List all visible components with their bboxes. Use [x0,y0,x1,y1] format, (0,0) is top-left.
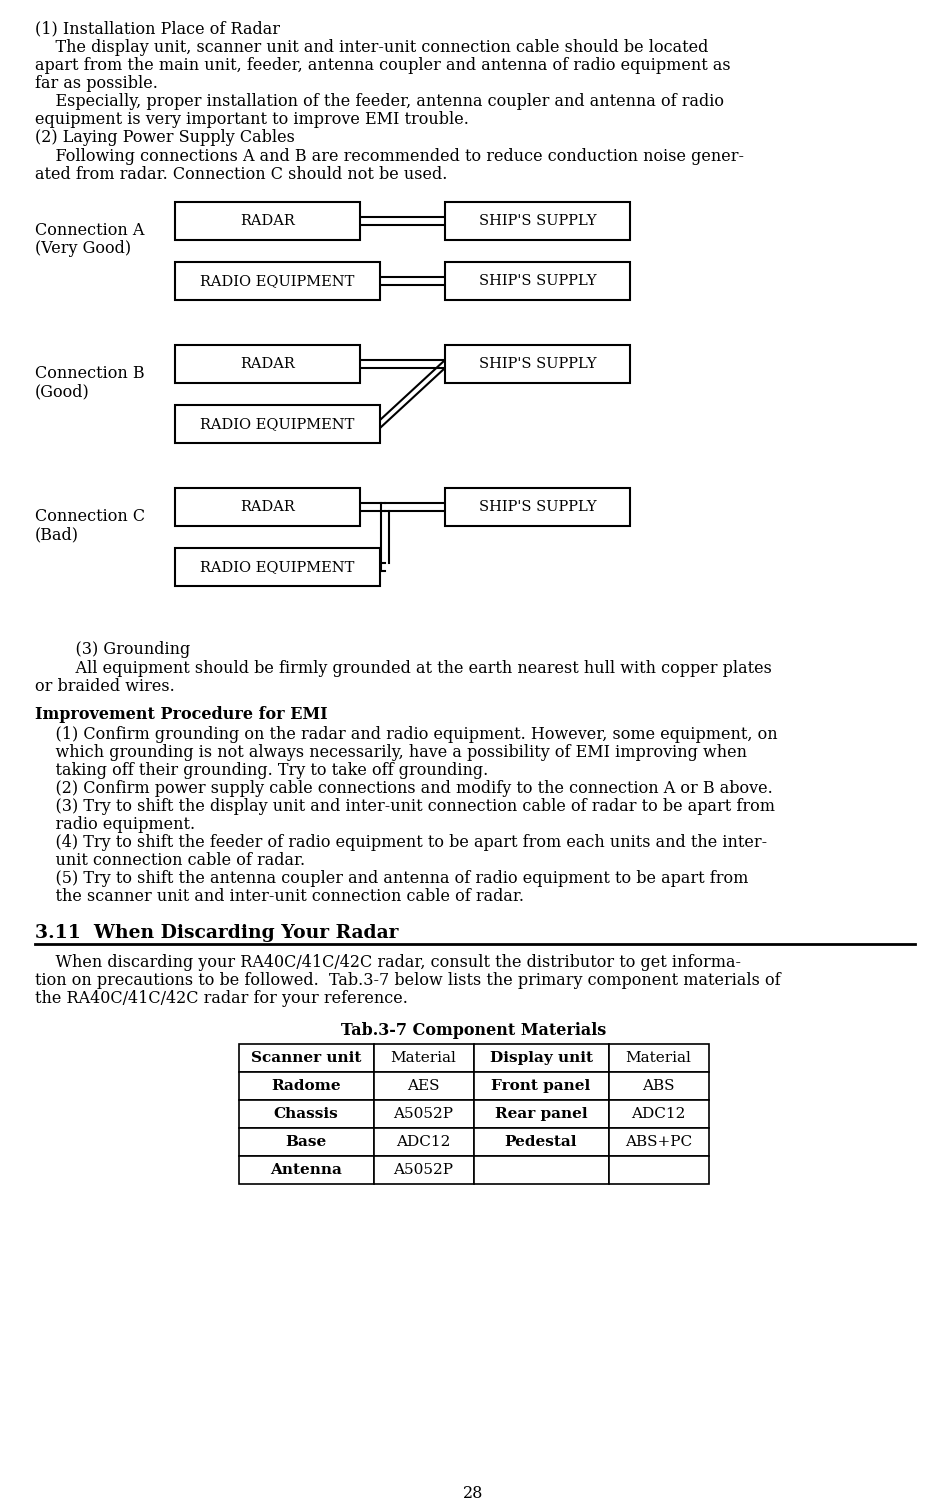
Text: (5) Try to shift the antenna coupler and antenna of radio equipment to be apart : (5) Try to shift the antenna coupler and… [35,870,748,888]
Bar [474,1128,609,1157]
Bar [175,345,360,383]
Bar [239,1128,373,1157]
Text: RADIO EQUIPMENT: RADIO EQUIPMENT [201,560,355,574]
Bar [239,1157,373,1184]
Text: Display unit: Display unit [490,1051,593,1065]
Bar [445,261,630,300]
Text: Material: Material [626,1051,691,1065]
Text: 28: 28 [463,1485,484,1502]
Text: Connection A: Connection A [35,222,144,239]
Text: SHIP'S SUPPLY: SHIP'S SUPPLY [478,357,597,371]
Text: Antenna: Antenna [270,1163,342,1178]
Text: (2) Confirm power supply cable connections and modify to the connection A or B a: (2) Confirm power supply cable connectio… [35,780,773,798]
Text: Connection C: Connection C [35,508,145,526]
Bar [175,261,380,300]
Text: Especially, proper installation of the feeder, antenna coupler and antenna of ra: Especially, proper installation of the f… [35,93,724,110]
Bar [474,1044,609,1072]
Text: 3.11  When Discarding Your Radar: 3.11 When Discarding Your Radar [35,924,399,942]
Text: SHIP'S SUPPLY: SHIP'S SUPPLY [478,273,597,288]
Bar [373,1099,474,1128]
Bar [175,201,360,240]
Text: Chassis: Chassis [274,1107,338,1120]
Text: which grounding is not always necessarily, have a possibility of EMI improving w: which grounding is not always necessaril… [35,743,747,762]
Text: apart from the main unit, feeder, antenna coupler and antenna of radio equipment: apart from the main unit, feeder, antenn… [35,57,731,74]
Text: Radome: Radome [271,1078,341,1093]
Text: (1) Confirm grounding on the radar and radio equipment. However, some equipment,: (1) Confirm grounding on the radar and r… [35,725,777,743]
Text: far as possible.: far as possible. [35,75,158,92]
Text: Pedestal: Pedestal [505,1136,578,1149]
Bar [609,1157,708,1184]
Text: or braided wires.: or braided wires. [35,677,175,695]
Text: ADC12: ADC12 [632,1107,686,1120]
Bar [175,406,380,443]
Text: Material: Material [390,1051,456,1065]
Text: Front panel: Front panel [491,1078,591,1093]
Text: Rear panel: Rear panel [494,1107,587,1120]
Bar [609,1099,708,1128]
Bar [239,1072,373,1099]
Bar [609,1128,708,1157]
Text: When discarding your RA40C/41C/42C radar, consult the distributor to get informa: When discarding your RA40C/41C/42C radar… [35,954,741,970]
Text: the RA40C/41C/42C radar for your reference.: the RA40C/41C/42C radar for your referen… [35,990,408,1006]
Text: Tab.3-7 Component Materials: Tab.3-7 Component Materials [341,1021,606,1039]
Text: radio equipment.: radio equipment. [35,816,195,834]
Text: (Very Good): (Very Good) [35,240,131,257]
Text: All equipment should be firmly grounded at the earth nearest hull with copper pl: All equipment should be firmly grounded … [55,659,772,677]
Text: unit connection cable of radar.: unit connection cable of radar. [35,852,305,870]
Text: A5052P: A5052P [394,1107,454,1120]
Text: (3) Grounding: (3) Grounding [55,641,190,658]
Text: AES: AES [407,1078,439,1093]
Text: ated from radar. Connection C should not be used.: ated from radar. Connection C should not… [35,167,447,183]
Text: RADAR: RADAR [241,213,295,228]
Text: SHIP'S SUPPLY: SHIP'S SUPPLY [478,213,597,228]
Text: (Good): (Good) [35,383,90,400]
Bar [175,548,380,586]
Text: (3) Try to shift the display unit and inter-unit connection cable of radar to be: (3) Try to shift the display unit and in… [35,798,775,816]
Bar [239,1099,373,1128]
Text: Base: Base [285,1136,327,1149]
Bar [609,1072,708,1099]
Text: Scanner unit: Scanner unit [251,1051,361,1065]
Text: equipment is very important to improve EMI trouble.: equipment is very important to improve E… [35,111,469,128]
Bar [609,1044,708,1072]
Bar [373,1072,474,1099]
Text: RADAR: RADAR [241,357,295,371]
Text: RADIO EQUIPMENT: RADIO EQUIPMENT [201,273,355,288]
Text: RADAR: RADAR [241,500,295,514]
Bar [445,488,630,526]
Text: Connection B: Connection B [35,365,145,382]
Text: the scanner unit and inter-unit connection cable of radar.: the scanner unit and inter-unit connecti… [35,888,524,906]
Text: (4) Try to shift the feeder of radio equipment to be apart from each units and t: (4) Try to shift the feeder of radio equ… [35,834,767,852]
Text: RADIO EQUIPMENT: RADIO EQUIPMENT [201,418,355,431]
Bar [373,1157,474,1184]
Text: The display unit, scanner unit and inter-unit connection cable should be located: The display unit, scanner unit and inter… [35,39,708,56]
Bar [239,1044,373,1072]
Text: tion on precautions to be followed.  Tab.3-7 below lists the primary component m: tion on precautions to be followed. Tab.… [35,972,780,988]
Bar [474,1072,609,1099]
Bar [474,1099,609,1128]
Text: (Bad): (Bad) [35,526,79,544]
Bar [474,1157,609,1184]
Text: (2) Laying Power Supply Cables: (2) Laying Power Supply Cables [35,129,295,146]
Text: A5052P: A5052P [394,1163,454,1178]
Bar [445,345,630,383]
Text: ABS+PC: ABS+PC [625,1136,692,1149]
Bar [373,1128,474,1157]
Text: Improvement Procedure for EMI: Improvement Procedure for EMI [35,706,328,722]
Text: taking off their grounding. Try to take off grounding.: taking off their grounding. Try to take … [35,762,489,780]
Bar [175,488,360,526]
Text: SHIP'S SUPPLY: SHIP'S SUPPLY [478,500,597,514]
Bar [445,201,630,240]
Text: Following connections A and B are recommended to reduce conduction noise gener-: Following connections A and B are recomm… [35,149,744,165]
Text: ADC12: ADC12 [396,1136,451,1149]
Bar [373,1044,474,1072]
Text: (1) Installation Place of Radar: (1) Installation Place of Radar [35,20,280,38]
Text: ABS: ABS [642,1078,675,1093]
